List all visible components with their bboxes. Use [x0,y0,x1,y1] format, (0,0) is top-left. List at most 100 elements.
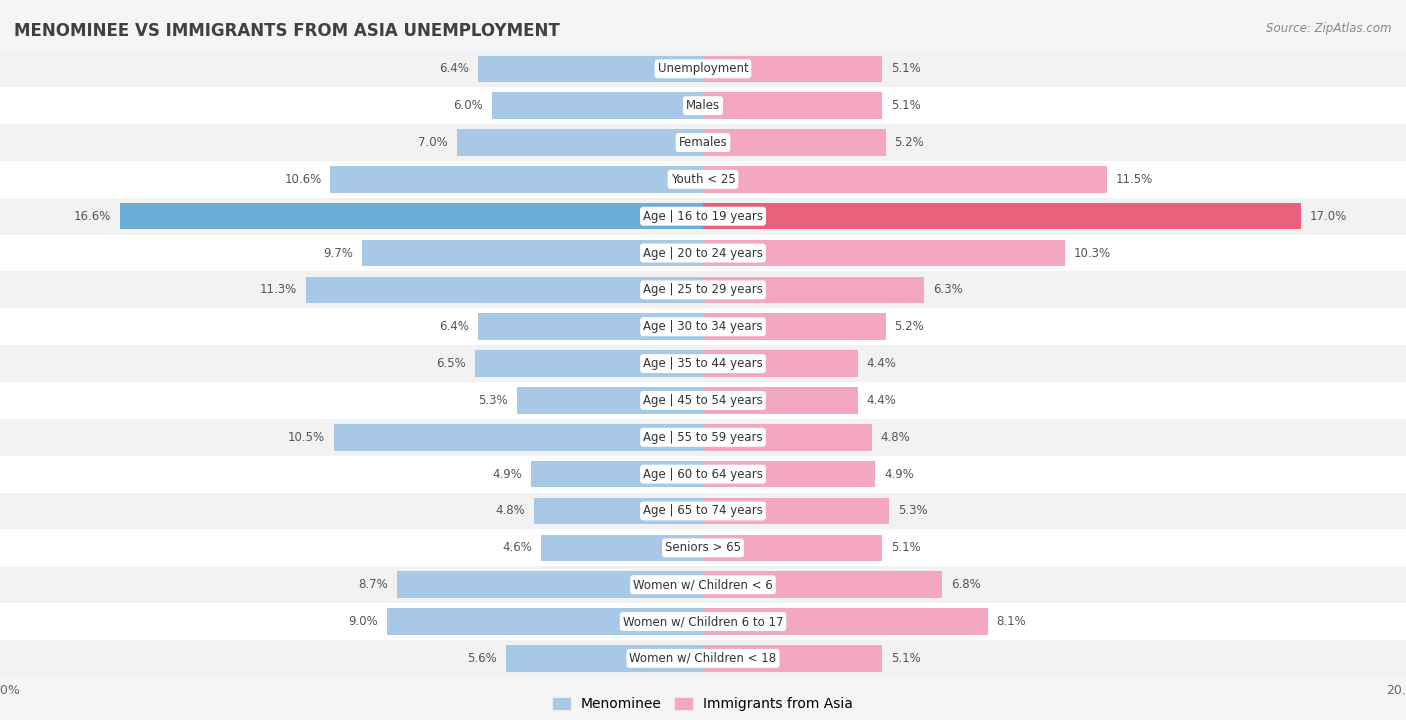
Bar [0,566,1406,603]
Text: Age | 60 to 64 years: Age | 60 to 64 years [643,468,763,481]
Text: 10.3%: 10.3% [1074,246,1111,259]
Text: 7.0%: 7.0% [419,136,449,149]
Bar [703,498,889,524]
Text: 5.3%: 5.3% [898,505,928,518]
Text: Source: ZipAtlas.com: Source: ZipAtlas.com [1267,22,1392,35]
Bar [0,124,1406,161]
Text: Age | 35 to 44 years: Age | 35 to 44 years [643,357,763,370]
Bar [703,572,942,598]
Bar [363,240,703,266]
Bar [506,645,703,672]
Text: 9.0%: 9.0% [349,615,378,628]
Bar [120,203,703,230]
Bar [330,166,703,193]
Text: 5.1%: 5.1% [891,63,921,76]
Bar [0,382,1406,419]
Bar [703,461,875,487]
Text: 11.3%: 11.3% [260,284,297,297]
Text: 5.1%: 5.1% [891,541,921,554]
Bar [492,92,703,119]
Bar [703,608,987,635]
Text: 5.2%: 5.2% [894,136,924,149]
Bar [0,456,1406,492]
Text: Age | 16 to 19 years: Age | 16 to 19 years [643,210,763,222]
Bar [0,529,1406,566]
Bar [0,198,1406,235]
Legend: Menominee, Immigrants from Asia: Menominee, Immigrants from Asia [547,692,859,717]
Bar [703,203,1301,230]
Text: 8.1%: 8.1% [997,615,1026,628]
Text: 5.3%: 5.3% [478,394,508,407]
Text: 4.9%: 4.9% [492,468,522,481]
Text: 11.5%: 11.5% [1116,173,1153,186]
Text: 4.6%: 4.6% [503,541,533,554]
Text: 5.2%: 5.2% [894,320,924,333]
Text: 8.7%: 8.7% [359,578,388,591]
Text: Males: Males [686,99,720,112]
Bar [703,92,883,119]
Text: 4.4%: 4.4% [866,394,896,407]
Bar [703,240,1066,266]
Text: 16.6%: 16.6% [73,210,111,222]
Text: Females: Females [679,136,727,149]
Text: MENOMINEE VS IMMIGRANTS FROM ASIA UNEMPLOYMENT: MENOMINEE VS IMMIGRANTS FROM ASIA UNEMPL… [14,22,560,40]
Bar [0,50,1406,87]
Bar [703,166,1108,193]
Text: Age | 65 to 74 years: Age | 65 to 74 years [643,505,763,518]
Text: 5.6%: 5.6% [468,652,498,665]
Bar [703,424,872,451]
Text: 5.1%: 5.1% [891,652,921,665]
Bar [0,492,1406,529]
Text: 5.1%: 5.1% [891,99,921,112]
Text: 4.4%: 4.4% [866,357,896,370]
Text: Women w/ Children < 18: Women w/ Children < 18 [630,652,776,665]
Text: Women w/ Children 6 to 17: Women w/ Children 6 to 17 [623,615,783,628]
Text: 6.5%: 6.5% [436,357,465,370]
Bar [541,534,703,561]
Bar [0,345,1406,382]
Bar [0,419,1406,456]
Bar [475,351,703,377]
Bar [703,387,858,414]
Bar [0,640,1406,677]
Text: 10.6%: 10.6% [284,173,322,186]
Text: 4.8%: 4.8% [880,431,910,444]
Text: 6.8%: 6.8% [950,578,980,591]
Bar [0,271,1406,308]
Bar [0,235,1406,271]
Text: 4.8%: 4.8% [496,505,526,518]
Text: Unemployment: Unemployment [658,63,748,76]
Text: Age | 30 to 34 years: Age | 30 to 34 years [643,320,763,333]
Bar [517,387,703,414]
Bar [703,534,883,561]
Bar [398,572,703,598]
Bar [307,276,703,303]
Text: 6.4%: 6.4% [440,320,470,333]
Bar [0,603,1406,640]
Text: 4.9%: 4.9% [884,468,914,481]
Text: Age | 25 to 29 years: Age | 25 to 29 years [643,284,763,297]
Text: Age | 20 to 24 years: Age | 20 to 24 years [643,246,763,259]
Bar [478,55,703,82]
Bar [0,161,1406,198]
Text: Age | 45 to 54 years: Age | 45 to 54 years [643,394,763,407]
Bar [478,313,703,340]
Bar [703,645,883,672]
Bar [703,313,886,340]
Bar [0,308,1406,345]
Bar [534,498,703,524]
Bar [531,461,703,487]
Bar [387,608,703,635]
Text: Age | 55 to 59 years: Age | 55 to 59 years [643,431,763,444]
Bar [703,55,883,82]
Text: 6.0%: 6.0% [454,99,484,112]
Text: Women w/ Children < 6: Women w/ Children < 6 [633,578,773,591]
Text: 6.4%: 6.4% [440,63,470,76]
Text: 9.7%: 9.7% [323,246,353,259]
Bar [703,276,925,303]
Text: 17.0%: 17.0% [1309,210,1347,222]
Bar [703,130,886,156]
Bar [703,351,858,377]
Bar [0,87,1406,124]
Text: 6.3%: 6.3% [934,284,963,297]
